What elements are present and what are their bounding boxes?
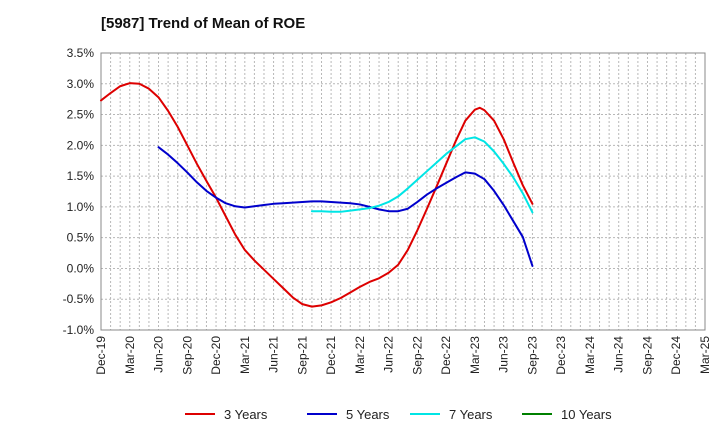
x-tick-label: Mar-21 <box>238 336 252 374</box>
x-tick-label: Mar-20 <box>123 336 137 374</box>
legend-label-5-years: 5 Years <box>346 407 390 422</box>
series-line-3-years <box>100 82 534 308</box>
x-tick-label: Jun-22 <box>382 336 396 373</box>
x-tick-label: Mar-25 <box>698 336 712 374</box>
y-tick-label: 0.0% <box>67 261 95 275</box>
x-tick-label: Mar-22 <box>353 336 367 374</box>
y-tick-label: 1.0% <box>67 200 95 214</box>
x-tick-label: Jun-24 <box>612 336 626 373</box>
y-tick-label: 0.5% <box>67 231 95 245</box>
x-tick-label: Jun-20 <box>152 336 166 373</box>
legend-label-10-years: 10 Years <box>561 407 612 422</box>
x-tick-label: Sep-21 <box>295 336 309 375</box>
series-line-5-years <box>157 146 534 267</box>
series-layer <box>100 82 534 308</box>
y-tick-label: 2.0% <box>67 138 95 152</box>
y-tick-label: 2.5% <box>67 108 95 122</box>
x-tick-label: Dec-22 <box>439 336 453 375</box>
legend-label-3-years: 3 Years <box>224 407 268 422</box>
x-tick-label: Dec-23 <box>554 336 568 375</box>
plot-frame <box>100 52 706 331</box>
x-tick-label: Dec-19 <box>94 336 108 375</box>
x-tick-label: Sep-24 <box>640 336 654 375</box>
series-line-7-years <box>310 136 534 214</box>
y-tick-label: 3.0% <box>67 77 95 91</box>
y-tick-label: -0.5% <box>63 292 95 306</box>
x-tick-label: Dec-24 <box>669 336 683 375</box>
y-tick-label: 1.5% <box>67 169 95 183</box>
x-tick-label: Jun-23 <box>497 336 511 373</box>
legend-label-7-years: 7 Years <box>449 407 493 422</box>
x-tick-label: Mar-24 <box>583 336 597 374</box>
x-tick-label: Jun-21 <box>267 336 281 373</box>
y-tick-label: -1.0% <box>63 323 95 337</box>
x-tick-label: Sep-23 <box>525 336 539 375</box>
legend: 3 Years 5 Years 7 Years 10 Years <box>185 407 612 422</box>
axis-layer: -1.0% -0.5% 0.0% 0.5% 1.0% 1.5% 2.0% 2.5% 3.0% 3.… <box>63 46 712 375</box>
x-tick-label: Dec-20 <box>209 336 223 375</box>
y-tick-label: 3.5% <box>67 46 95 60</box>
x-tick-label: Sep-20 <box>180 336 194 375</box>
x-tick-label: Mar-23 <box>468 336 482 374</box>
x-tick-label: Dec-21 <box>324 336 338 375</box>
x-tick-label: Sep-22 <box>410 336 424 375</box>
chart-title: [5987] Trend of Mean of ROE <box>101 15 305 32</box>
